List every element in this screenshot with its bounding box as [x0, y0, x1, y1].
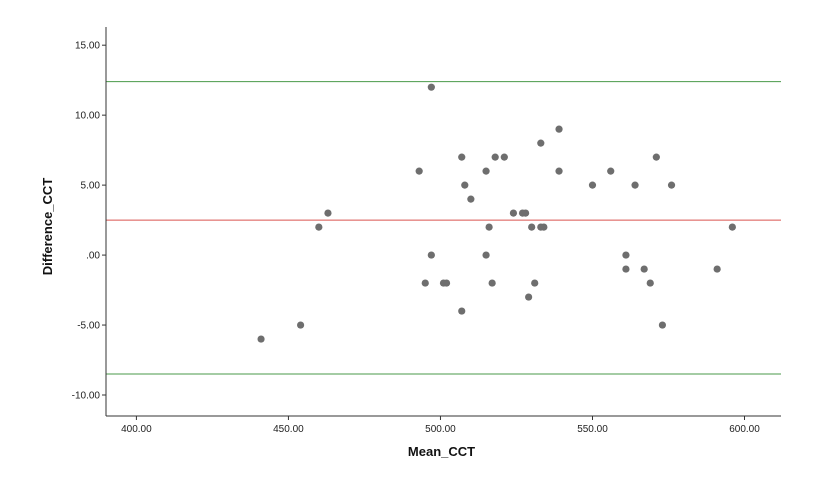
data-point — [315, 223, 323, 231]
data-point — [652, 153, 660, 161]
data-point — [427, 83, 435, 91]
x-tick-label: 550.00 — [577, 424, 608, 435]
x-tick-label: 600.00 — [729, 424, 760, 435]
data-point — [427, 251, 435, 259]
data-point — [531, 279, 539, 287]
data-point — [622, 251, 630, 259]
data-point — [467, 195, 475, 203]
data-point — [607, 167, 615, 175]
x-tick-label: 400.00 — [121, 424, 152, 435]
data-point — [296, 321, 305, 329]
data-point — [588, 181, 597, 189]
data-point — [324, 209, 332, 217]
data-point — [528, 223, 536, 231]
data-point — [646, 279, 654, 287]
data-point — [482, 167, 490, 175]
data-point — [728, 223, 736, 231]
y-tick-label: .00 — [86, 251, 100, 262]
data-point — [521, 209, 530, 217]
data-point — [458, 153, 466, 161]
axes — [105, 27, 781, 417]
x-axis-title: Mean_CCT — [408, 444, 475, 459]
data-point — [458, 307, 466, 315]
data-point — [713, 265, 721, 273]
data-point — [667, 181, 676, 189]
data-point — [421, 279, 429, 287]
data-point — [461, 181, 469, 189]
data-point — [257, 335, 265, 343]
y-tick-label: 5.00 — [81, 181, 101, 192]
data-point — [622, 265, 630, 273]
x-axis-ticks: 400.00 450.00 500.00 550.00 600.00 — [121, 416, 760, 435]
data-point — [555, 125, 563, 133]
data-point — [485, 223, 493, 231]
data-point — [631, 181, 639, 189]
y-tick-label: -10.00 — [72, 391, 101, 402]
y-tick-label: -5.00 — [77, 321, 100, 332]
data-point — [537, 139, 545, 147]
y-axis-title: Difference_CCT — [40, 178, 55, 276]
data-point — [488, 279, 496, 287]
data-point — [500, 153, 508, 161]
data-point — [525, 293, 533, 301]
data-point — [540, 223, 548, 231]
data-point — [415, 167, 423, 175]
y-axis-ticks: 15.00 10.00 5.00 .00 -5.00 -10.00 — [72, 41, 106, 402]
data-point — [658, 321, 667, 329]
y-tick-label: 10.00 — [75, 111, 100, 122]
y-tick-label: 15.00 — [75, 41, 100, 52]
data-point — [442, 279, 451, 287]
data-point — [491, 153, 499, 161]
x-tick-label: 500.00 — [425, 424, 456, 435]
data-point — [509, 209, 518, 217]
data-point — [640, 265, 648, 273]
data-point — [555, 167, 563, 175]
x-tick-label: 450.00 — [273, 424, 304, 435]
reference-lines — [106, 81, 781, 375]
data-points — [257, 83, 736, 343]
data-point — [482, 251, 490, 259]
